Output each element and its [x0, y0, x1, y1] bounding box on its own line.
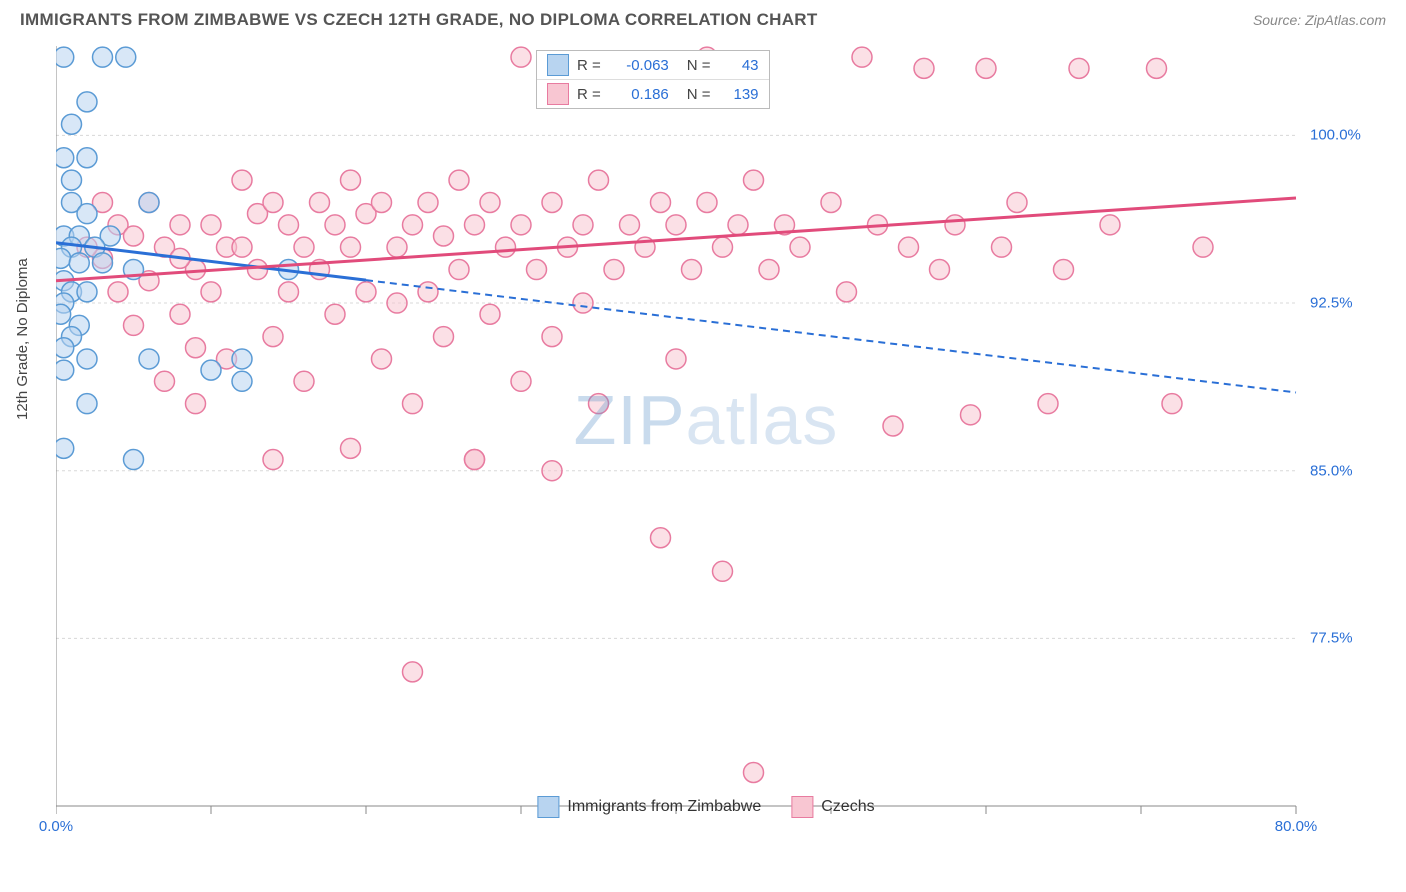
legend-item: Immigrants from Zimbabwe: [537, 796, 761, 818]
legend-stat-row: R = 0.186 N = 139: [537, 80, 769, 108]
y-axis-label: 12th Grade, No Diploma: [14, 258, 31, 420]
legend-swatch: [547, 54, 569, 76]
legend-swatch: [537, 796, 559, 818]
r-value: -0.063: [613, 57, 669, 74]
r-value: 0.186: [613, 86, 669, 103]
legend-swatch: [547, 83, 569, 105]
correlation-legend: R = -0.063 N = 43 R = 0.186 N = 139: [536, 50, 770, 109]
legend-swatch: [791, 796, 813, 818]
legend-label: Czechs: [821, 798, 874, 816]
n-label: N =: [687, 86, 711, 103]
n-value: 139: [723, 86, 759, 103]
n-value: 43: [723, 57, 759, 74]
y-tick-label: 92.5%: [1310, 295, 1353, 312]
y-tick-label: 100.0%: [1310, 127, 1361, 144]
legend-label: Immigrants from Zimbabwe: [567, 798, 761, 816]
series-legend: Immigrants from Zimbabwe Czechs: [537, 796, 874, 818]
chart-area: ZIPatlas R =-0.063N =43R =0.186N =139 77…: [56, 46, 1356, 826]
source-label: Source: ZipAtlas.com: [1253, 12, 1386, 28]
r-label: R =: [577, 86, 601, 103]
r-label: R =: [577, 57, 601, 74]
n-label: N =: [687, 57, 711, 74]
legend-item: Czechs: [791, 796, 874, 818]
x-tick-label: 80.0%: [1275, 818, 1318, 828]
chart-title: IMMIGRANTS FROM ZIMBABWE VS CZECH 12TH G…: [20, 10, 818, 30]
scatter-plot: [56, 46, 1356, 836]
y-tick-label: 77.5%: [1310, 630, 1353, 647]
x-tick-label: 0.0%: [39, 818, 73, 828]
y-tick-label: 85.0%: [1310, 462, 1353, 479]
legend-stat-row: R = -0.063 N = 43: [537, 51, 769, 80]
